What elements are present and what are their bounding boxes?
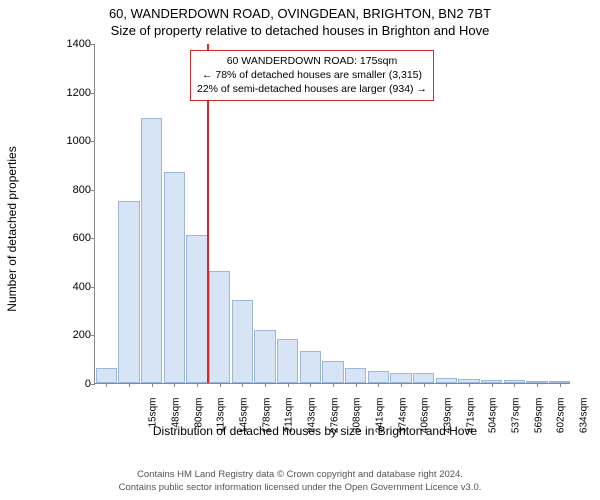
x-tick-label: 537sqm (511, 398, 522, 448)
x-tick-label: 276sqm (329, 398, 340, 448)
histogram-bar (118, 201, 140, 383)
x-tick-mark (129, 383, 130, 387)
x-tick-mark (537, 383, 538, 387)
histogram-bar (322, 361, 344, 383)
x-tick-label: 504sqm (488, 398, 499, 448)
x-tick-label: 406sqm (420, 398, 431, 448)
histogram-bar (368, 371, 390, 383)
x-axis-label: Distribution of detached houses by size … (60, 424, 570, 438)
x-tick-label: 634sqm (579, 398, 590, 448)
annotation-line: ← 78% of detached houses are smaller (3,… (197, 68, 427, 82)
x-tick-label: 178sqm (261, 398, 272, 448)
x-tick-label: 569sqm (533, 398, 544, 448)
x-tick-mark (106, 383, 107, 387)
x-tick-label: 211sqm (284, 398, 295, 448)
x-tick-mark (560, 383, 561, 387)
annotation-line: 22% of semi-detached houses are larger (… (197, 82, 427, 96)
y-tick-mark (91, 190, 95, 191)
x-tick-label: 439sqm (443, 398, 454, 448)
title-address: 60, WANDERDOWN ROAD, OVINGDEAN, BRIGHTON… (0, 6, 600, 21)
plot-region: 020040060080010001200140015sqm48sqm80sqm… (94, 44, 570, 384)
histogram-bar (164, 172, 186, 383)
x-tick-mark (333, 383, 334, 387)
y-tick-mark (91, 287, 95, 288)
y-tick-mark (91, 238, 95, 239)
histogram-bar (141, 118, 163, 383)
y-tick-label: 400 (55, 281, 91, 293)
x-tick-mark (401, 383, 402, 387)
x-tick-label: 308sqm (352, 398, 363, 448)
x-tick-mark (492, 383, 493, 387)
x-tick-label: 145sqm (239, 398, 250, 448)
x-tick-label: 374sqm (397, 398, 408, 448)
x-tick-mark (378, 383, 379, 387)
x-tick-label: 243sqm (307, 398, 318, 448)
x-tick-label: 80sqm (193, 398, 204, 448)
x-tick-mark (220, 383, 221, 387)
x-tick-mark (152, 383, 153, 387)
x-tick-mark (469, 383, 470, 387)
x-tick-mark (514, 383, 515, 387)
x-tick-mark (288, 383, 289, 387)
histogram-bar (232, 300, 254, 383)
annotation-box: 60 WANDERDOWN ROAD: 175sqm← 78% of detac… (190, 50, 434, 101)
y-tick-label: 600 (55, 232, 91, 244)
x-tick-mark (265, 383, 266, 387)
histogram-bar (96, 368, 118, 383)
y-tick-mark (91, 93, 95, 94)
x-tick-mark (356, 383, 357, 387)
x-tick-label: 471sqm (465, 398, 476, 448)
y-tick-label: 1400 (55, 38, 91, 50)
annotation-line: 60 WANDERDOWN ROAD: 175sqm (197, 54, 427, 68)
footer-line1: Contains HM Land Registry data © Crown c… (0, 469, 600, 481)
x-tick-label: 341sqm (375, 398, 386, 448)
y-axis-label: Number of detached properties (5, 146, 19, 311)
y-tick-label: 800 (55, 184, 91, 196)
y-tick-label: 0 (55, 378, 91, 390)
y-tick-label: 1000 (55, 135, 91, 147)
histogram-bar (277, 339, 299, 383)
histogram-bar (390, 373, 412, 383)
chart-area: Number of detached properties 0200400600… (60, 44, 570, 414)
histogram-bar (186, 235, 208, 383)
y-tick-mark (91, 335, 95, 336)
x-tick-mark (242, 383, 243, 387)
histogram-bar (300, 351, 322, 383)
y-tick-mark (91, 384, 95, 385)
y-tick-mark (91, 141, 95, 142)
y-tick-mark (91, 44, 95, 45)
chart-title-block: 60, WANDERDOWN ROAD, OVINGDEAN, BRIGHTON… (0, 0, 600, 38)
y-tick-label: 200 (55, 329, 91, 341)
histogram-bar (413, 373, 435, 383)
histogram-bar (345, 368, 367, 383)
x-tick-mark (310, 383, 311, 387)
x-tick-label: 15sqm (148, 398, 159, 448)
y-tick-label: 1200 (55, 87, 91, 99)
title-subtitle: Size of property relative to detached ho… (0, 23, 600, 38)
x-tick-label: 602sqm (556, 398, 567, 448)
footer-attribution: Contains HM Land Registry data © Crown c… (0, 469, 600, 494)
x-tick-label: 48sqm (171, 398, 182, 448)
footer-line2: Contains public sector information licen… (0, 482, 600, 494)
histogram-bar (209, 271, 231, 383)
x-tick-label: 113sqm (216, 398, 227, 448)
x-tick-mark (174, 383, 175, 387)
histogram-bar (254, 330, 276, 383)
x-tick-mark (197, 383, 198, 387)
x-tick-mark (424, 383, 425, 387)
x-tick-mark (446, 383, 447, 387)
